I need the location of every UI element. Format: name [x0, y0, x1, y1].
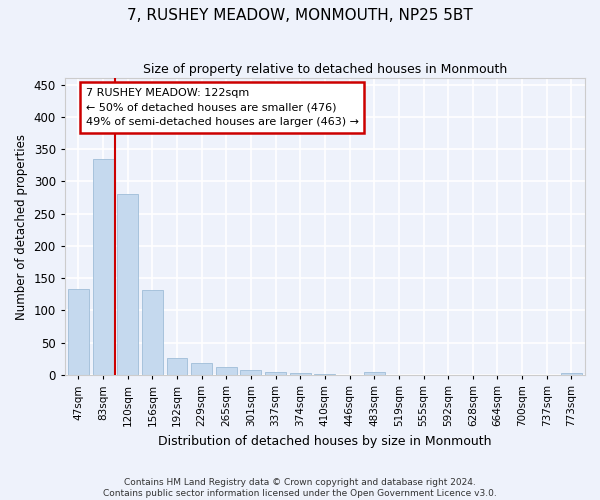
Bar [290, 373, 311, 375]
Bar [561, 373, 582, 375]
Bar [216, 366, 237, 375]
Text: 7, RUSHEY MEADOW, MONMOUTH, NP25 5BT: 7, RUSHEY MEADOW, MONMOUTH, NP25 5BT [127, 8, 473, 22]
Title: Size of property relative to detached houses in Monmouth: Size of property relative to detached ho… [143, 62, 507, 76]
X-axis label: Distribution of detached houses by size in Monmouth: Distribution of detached houses by size … [158, 434, 491, 448]
Y-axis label: Number of detached properties: Number of detached properties [15, 134, 28, 320]
Bar [142, 290, 163, 375]
Bar [68, 289, 89, 375]
Bar [167, 358, 187, 375]
Bar [241, 370, 262, 375]
Text: 7 RUSHEY MEADOW: 122sqm
← 50% of detached houses are smaller (476)
49% of semi-d: 7 RUSHEY MEADOW: 122sqm ← 50% of detache… [86, 88, 359, 128]
Text: Contains HM Land Registry data © Crown copyright and database right 2024.
Contai: Contains HM Land Registry data © Crown c… [103, 478, 497, 498]
Bar [364, 372, 385, 375]
Bar [191, 364, 212, 375]
Bar [314, 374, 335, 375]
Bar [265, 372, 286, 375]
Bar [92, 159, 113, 375]
Bar [117, 194, 138, 375]
